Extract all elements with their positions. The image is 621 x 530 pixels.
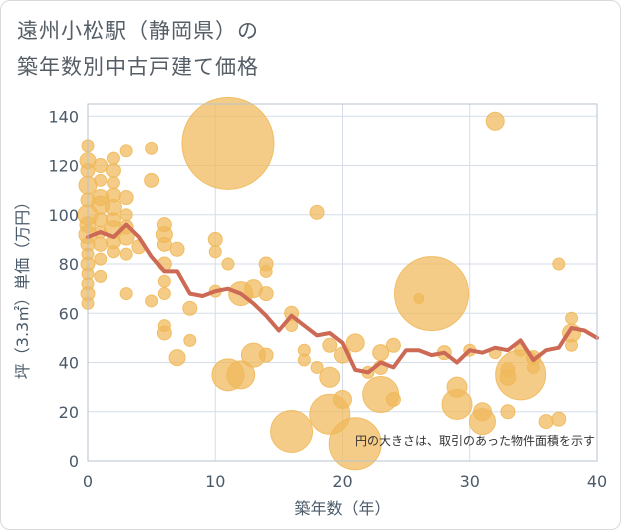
- bubble-point: [322, 337, 338, 353]
- x-tick-label: 20: [332, 472, 352, 491]
- y-tick-labels: 0 20 40 60 80 100 120 140: [48, 107, 79, 471]
- bubble-point: [117, 228, 135, 246]
- bubble-point: [183, 333, 197, 347]
- bubble-size-note: 円の大きさは、取引のあった物件面積を示す: [355, 433, 595, 448]
- bubble-point: [485, 111, 505, 131]
- average-price-line: [86, 222, 599, 375]
- chart-title: 遠州小松駅（静岡県）の 築年数別中古戸建て価格: [17, 13, 259, 85]
- bubble-point: [181, 96, 275, 190]
- bubble-point: [552, 257, 566, 271]
- bubble-point: [385, 337, 401, 353]
- bubble-point: [144, 172, 160, 188]
- bubble-point: [156, 325, 172, 341]
- bubble-point: [119, 287, 133, 301]
- bubble-point: [94, 252, 108, 266]
- y-tick-label: 80: [59, 255, 79, 274]
- bubble-point: [156, 236, 172, 252]
- bubble-point: [258, 347, 274, 363]
- bubble-point: [145, 141, 159, 155]
- bubble-point: [333, 389, 352, 409]
- bubble-point: [441, 388, 473, 420]
- chart-title-line1: 遠州小松駅（静岡県）の: [17, 19, 259, 43]
- y-tick-label: 100: [48, 206, 79, 225]
- y-axis-label: 坪（3.3㎡）単価（万円）: [13, 194, 32, 379]
- y-tick-label: 0: [69, 452, 79, 471]
- bubble-layer: [77, 96, 582, 471]
- bubble-point: [500, 404, 516, 420]
- bubble-point: [207, 231, 223, 247]
- y-tick-label: 40: [59, 354, 79, 373]
- chart-title-line2: 築年数別中古戸建て価格: [17, 55, 259, 79]
- trend-line-layer: [86, 222, 599, 375]
- bubble-point: [94, 173, 108, 187]
- bubble-point: [565, 311, 579, 325]
- bubble-point: [394, 256, 470, 332]
- bubble-point: [385, 391, 401, 407]
- bubble-point: [106, 245, 120, 259]
- y-tick-label: 20: [59, 403, 79, 422]
- x-tick-label: 30: [460, 472, 480, 491]
- bubble-point: [259, 264, 273, 278]
- bubble-point: [106, 151, 120, 165]
- bubble-point: [526, 360, 540, 374]
- bubble-point: [93, 236, 109, 252]
- bubble-point: [297, 353, 311, 367]
- bubble-point: [258, 286, 274, 302]
- bubble-point: [157, 274, 171, 288]
- bubble-point: [182, 300, 198, 316]
- bubble-point: [208, 245, 222, 259]
- bubble-point: [168, 349, 186, 367]
- bubble-point: [309, 204, 325, 220]
- bubble-point: [221, 257, 235, 271]
- bubble-point: [328, 417, 382, 471]
- bubble-point: [119, 144, 133, 158]
- bubble-point: [310, 360, 324, 374]
- bubble-point: [105, 162, 121, 178]
- x-tick-label: 10: [205, 472, 225, 491]
- bubble-point: [157, 287, 171, 301]
- x-tick-labels: 0 10 20 30 40: [83, 472, 607, 491]
- bubble-point: [119, 247, 133, 261]
- bubble-point: [538, 414, 554, 430]
- plot-border: [87, 103, 598, 462]
- bubble-point: [94, 269, 108, 283]
- bubble-point: [319, 366, 341, 388]
- bubble-point: [118, 190, 134, 206]
- bubble-point: [93, 158, 109, 174]
- bubble-point: [226, 360, 256, 390]
- bubble-point: [119, 208, 133, 222]
- bubble-point: [345, 333, 365, 353]
- bubble-point: [565, 338, 579, 352]
- bubble-point: [270, 409, 314, 453]
- bubble-point: [551, 411, 567, 427]
- x-tick-label: 0: [83, 472, 93, 491]
- bubble-point: [169, 241, 185, 257]
- x-axis-label: 築年数（年）: [294, 499, 390, 518]
- y-tick-label: 60: [59, 304, 79, 323]
- y-tick-label: 140: [48, 107, 79, 126]
- bubble-point: [145, 294, 159, 308]
- bubble-point: [468, 408, 496, 436]
- y-tick-label: 120: [48, 157, 79, 176]
- x-tick-label: 40: [587, 472, 607, 491]
- bubble-point: [106, 176, 120, 190]
